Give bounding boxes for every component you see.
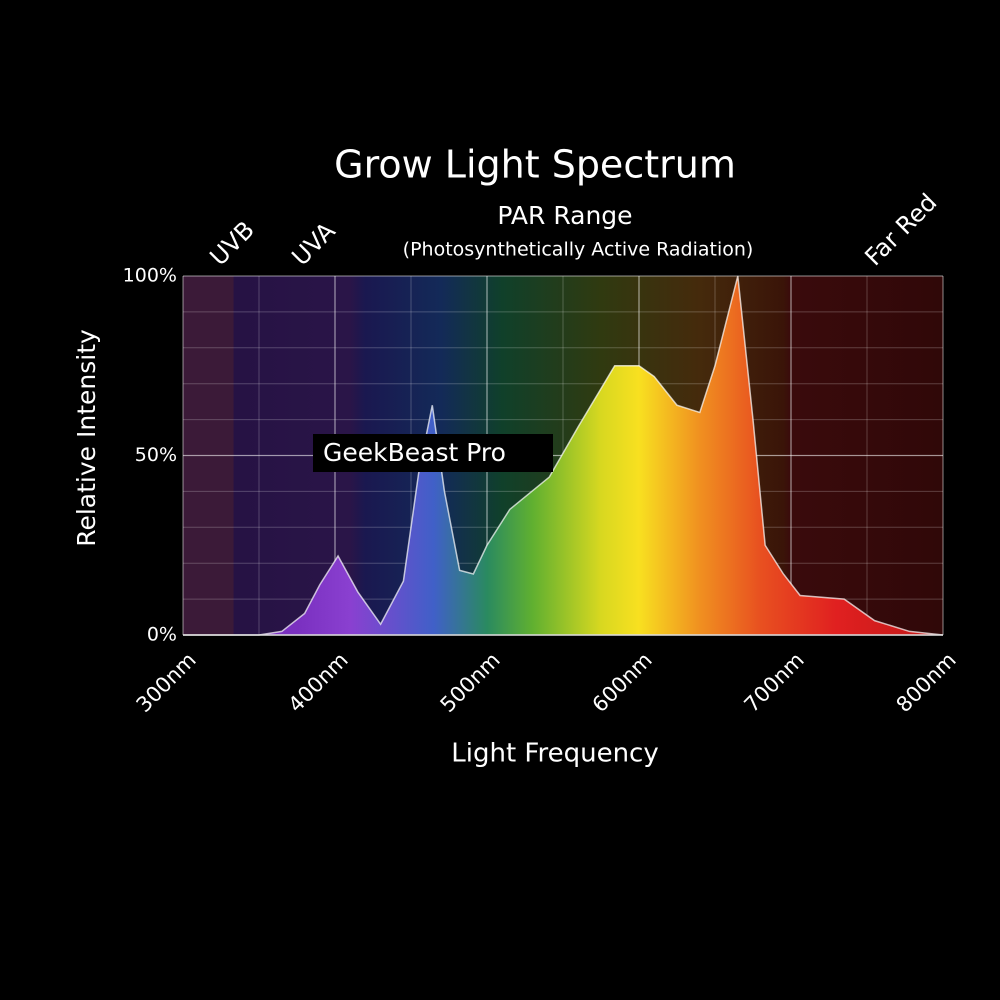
area [183,276,943,635]
annotation: (Photosynthetically Active Radiation) [403,239,754,261]
x-tick-label: 800nm [892,648,961,717]
chart-title: Grow Light Spectrum [334,143,736,187]
region-label: Far Red [859,188,942,271]
x-tick-label: 300nm [132,648,201,717]
x-tick-label: 400nm [284,648,353,717]
area-edge [183,275,944,636]
x-tick-label: 600nm [588,648,657,717]
x-tick-label: 500nm [436,648,505,717]
x-tick-label: 700nm [740,648,809,717]
y-tick-label: 50% [135,444,177,466]
y-axis-label: Relative Intensity [72,329,101,547]
region-label: UVA [286,216,341,271]
legend-label: GeekBeast Pro [323,438,506,467]
annotation: PAR Range [497,201,632,230]
y-tick-label: 0% [147,624,177,646]
legend-box [313,434,553,472]
region-label: UVB [204,216,259,271]
y-tick-label: 100% [123,265,177,287]
x-axis-label: Light Frequency [451,739,658,769]
legend: GeekBeast Pro [313,434,553,472]
